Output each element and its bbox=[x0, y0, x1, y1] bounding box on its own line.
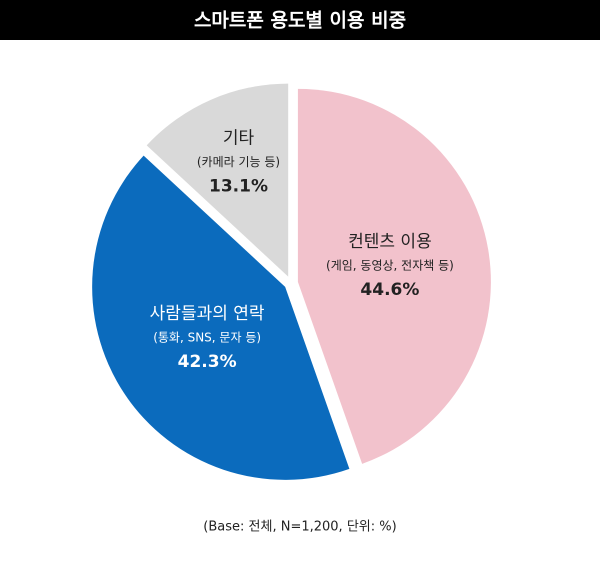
pie-slice bbox=[146, 83, 289, 277]
slice-detail: (게임, 동영상, 전자책 등) bbox=[326, 258, 454, 273]
value-label: 44.6% bbox=[360, 280, 419, 300]
slice-detail: (통화, SNS, 문자 등) bbox=[153, 331, 261, 345]
slice-label: 사람들과의 연락 bbox=[150, 304, 265, 324]
pie-slice bbox=[297, 88, 491, 464]
pie-slice bbox=[92, 155, 350, 480]
note: (Base: 전체, N=1,200, 단위: %) bbox=[203, 520, 396, 535]
slice-label: 컨텐츠 이용 bbox=[348, 232, 432, 252]
slice-label: 기타 bbox=[223, 129, 255, 149]
chart-title: 스마트폰 용도별 이용 비중 bbox=[194, 10, 406, 32]
slice-detail: (카메라 기능 등) bbox=[197, 155, 280, 169]
title-bar bbox=[0, 0, 600, 40]
value-label: 42.3% bbox=[178, 352, 237, 372]
value-label: 13.1% bbox=[209, 177, 268, 197]
